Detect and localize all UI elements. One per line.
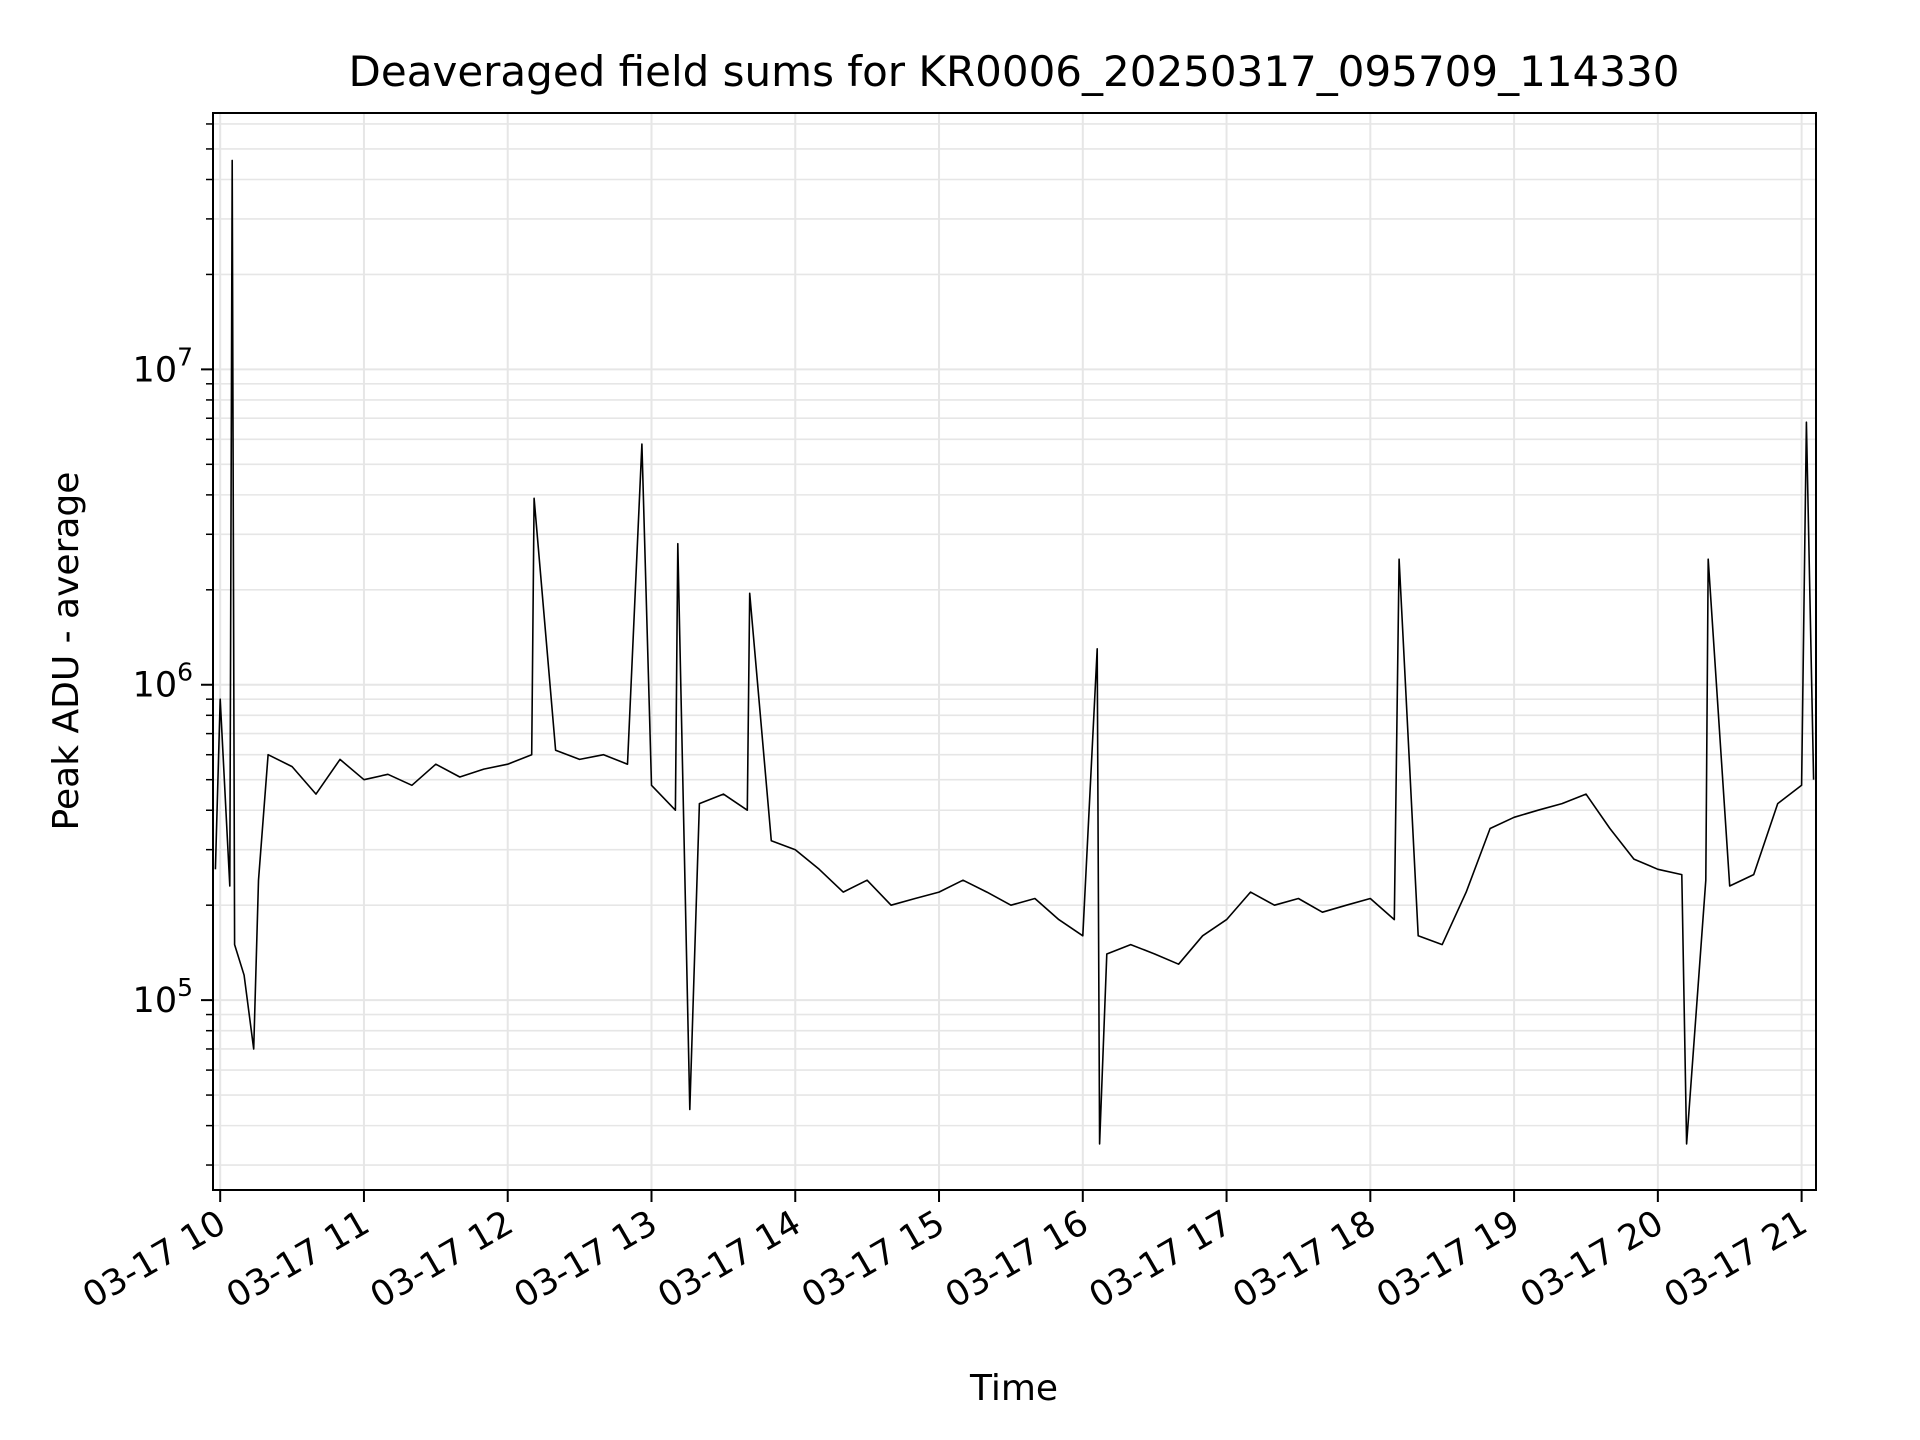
data-series	[214, 159, 1815, 1145]
x-axis-label: Time	[969, 1368, 1058, 1409]
y-tick-label: 105	[133, 973, 193, 1021]
grid	[213, 113, 1816, 1190]
y-axis-label: Peak ADU - average	[46, 472, 87, 831]
chart-title: Deaveraged field sums for KR0006_2025031…	[349, 47, 1680, 96]
plot-frame	[212, 112, 1817, 1191]
series-line	[214, 159, 1815, 1145]
y-tick-label: 107	[133, 342, 193, 390]
y-tick-label: 106	[133, 658, 193, 706]
